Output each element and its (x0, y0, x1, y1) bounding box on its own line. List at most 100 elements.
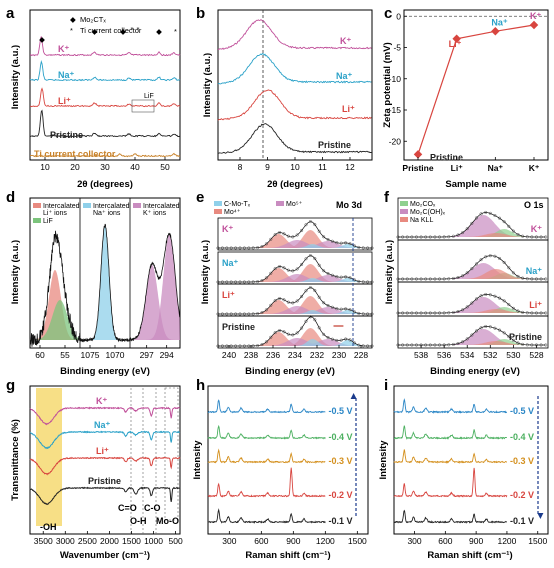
c-ytick-label: -15 (389, 105, 402, 115)
f-point (447, 235, 451, 239)
f-point (396, 311, 400, 315)
f-point (433, 311, 437, 315)
c-xtick-label: Pristine (402, 163, 433, 173)
a-curve-Na (29, 60, 181, 82)
f-point (544, 343, 548, 347)
e-point (300, 326, 304, 330)
f-point (414, 343, 418, 347)
f-point (442, 311, 446, 315)
i-curves-curve-4 (393, 509, 508, 524)
f-point (438, 311, 442, 315)
f-point (456, 276, 460, 280)
e-point (251, 312, 255, 316)
f-ylabel: Intensity (a.u.) (384, 240, 395, 304)
b-label-pristine: Pristine (318, 140, 351, 150)
f-label-2: Li⁺ (529, 300, 542, 310)
f-point (544, 311, 548, 315)
g-label-pristine: Pristine (88, 476, 121, 486)
d-legend-na: Intercalated Na⁺ ions (83, 203, 130, 217)
f-point (530, 311, 534, 315)
e-point (220, 344, 224, 348)
e-point (220, 246, 224, 250)
panel-e: K⁺ Na⁺ Li⁺ Pristine 240 238 236 234 232 230 228 C-… (200, 200, 374, 377)
e-point (357, 279, 361, 283)
f-point (461, 340, 465, 344)
f-point (405, 311, 409, 315)
e-fit-2 (218, 287, 372, 315)
e-point (352, 341, 356, 345)
f-point (419, 235, 423, 239)
svg-text:Intercalated: Intercalated (93, 203, 130, 210)
f-fill-1-2 (398, 269, 548, 279)
f-point (405, 277, 409, 281)
e-point (313, 222, 317, 226)
f-fit-1 (398, 255, 546, 280)
e-point (242, 312, 246, 316)
a-label-pristine: Pristine (50, 130, 83, 140)
f-point (414, 235, 418, 239)
e-point (278, 230, 282, 234)
e-point (335, 241, 339, 245)
c-point-label: K⁺ (530, 11, 541, 21)
b-label-na: Na⁺ (336, 71, 353, 81)
svg-text:K⁺ ions: K⁺ ions (143, 210, 167, 217)
e-fill-1-3 (218, 275, 372, 282)
b-curve-Pristine (217, 123, 372, 154)
d-curve-2 (129, 232, 181, 342)
e-fill-2-2 (218, 306, 372, 314)
legend-mxene: Mo₂CTₓ (80, 15, 106, 24)
f-point (493, 214, 497, 218)
e-point (326, 238, 330, 242)
f-point (488, 325, 492, 329)
f-fit-3 (398, 326, 546, 346)
f-point (401, 343, 405, 347)
a-curve-Ti (30, 152, 181, 158)
i-curves-voltage-label: -0.3 V (510, 456, 534, 466)
e-point (326, 272, 330, 276)
e-point (234, 344, 238, 348)
g-tick-label: 2500 (78, 536, 97, 546)
c-ytick-label: -5 (393, 43, 401, 53)
e-ylabel: Intensity (a.u.) (200, 240, 211, 304)
e-point (295, 233, 299, 237)
f-point (433, 235, 437, 239)
f-point (498, 328, 502, 332)
f-point (470, 333, 474, 337)
e-point (260, 279, 264, 283)
e-point (238, 280, 242, 284)
e-point (282, 330, 286, 334)
f-point (456, 342, 460, 346)
e-point (291, 269, 295, 273)
f-point (470, 221, 474, 225)
e-point (348, 276, 352, 280)
g-band-co: C=O (118, 503, 137, 513)
e-point (339, 338, 343, 342)
f-point (424, 235, 428, 239)
e-point (247, 344, 251, 348)
e-title: Mo 3d (336, 200, 362, 210)
lif-inset-box (131, 99, 155, 113)
e-point (251, 280, 255, 284)
a-label-li: Li⁺ (58, 96, 71, 106)
e-point (247, 280, 251, 284)
a-tick-label: 40 (130, 162, 140, 172)
e-point (220, 312, 224, 316)
e-point (344, 307, 348, 311)
e-point (300, 262, 304, 266)
e-point (269, 271, 273, 275)
e-point (220, 280, 224, 284)
b-xlabel: 2θ (degrees) (267, 179, 323, 190)
e-label-3: Pristine (222, 322, 255, 332)
f-point (447, 311, 451, 315)
a-tick-label: 50 (160, 162, 170, 172)
f-point (428, 235, 432, 239)
e-point (273, 233, 277, 237)
c-series-line (417, 24, 535, 155)
f-point (530, 277, 534, 281)
f-point (521, 234, 525, 238)
f-point (419, 311, 423, 315)
panel-h: 300 600 900 1200 1500 -0.5 V -0.4 V -0.3 V -0.2… (192, 385, 369, 561)
g-band-oh2: O-H (130, 516, 147, 526)
panel-a: ◆◆ ◆ ◆* * * 10 20 30 40 50 ◆ Mo₂CTₓ * Ti current… (10, 9, 181, 190)
e-point (366, 280, 370, 284)
